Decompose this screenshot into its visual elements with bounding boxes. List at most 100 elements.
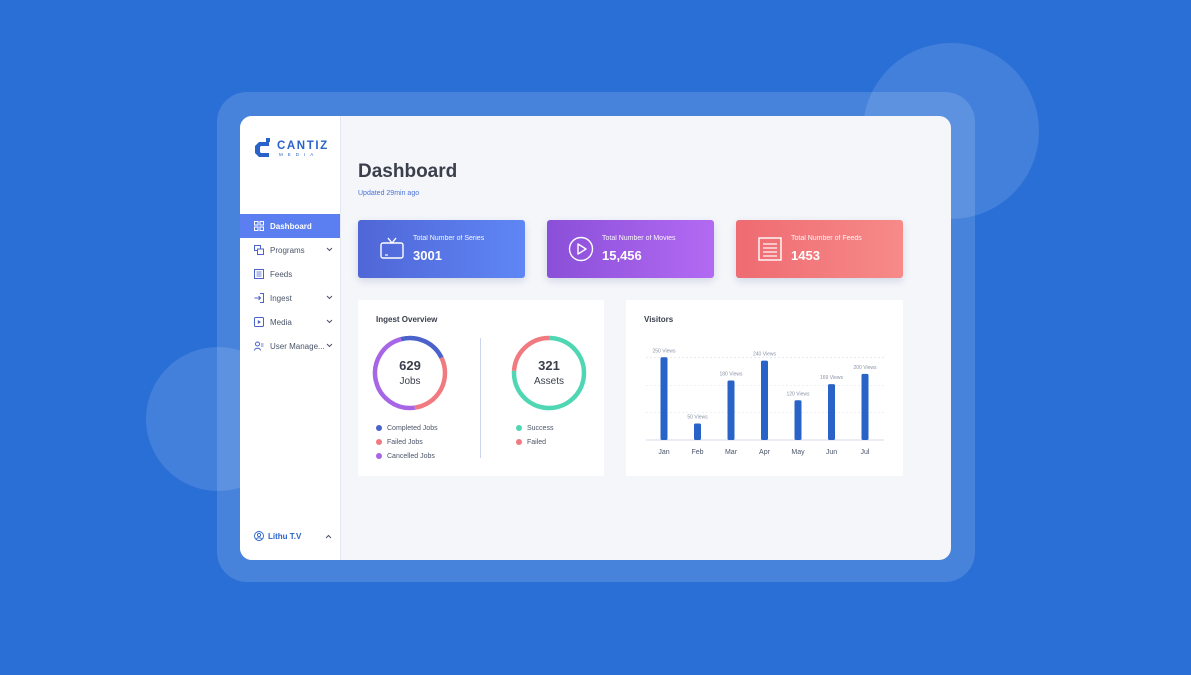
chevron-down-icon[interactable] [326,246,333,253]
user-name: Lithu T.V [268,531,302,541]
x-tick-label: May [791,449,805,456]
legend-item: Success [516,421,553,435]
bar-data-label: 250 Views [653,348,676,354]
feeds-icon [254,269,264,279]
sidebar-item-label: Dashboard [270,221,312,231]
card-label: Total Number of Feeds [791,235,862,242]
programs-icon [254,245,264,255]
legend-item: Failed Jobs [376,435,438,449]
card-value: 3001 [413,248,442,263]
donut-segment [511,335,587,411]
app-window: CANTIZ MEDIA Dashboard Programs [240,116,951,560]
assets-count: 321 [538,358,560,373]
bar-feb[interactable] [694,423,701,440]
sidebar: CANTIZ MEDIA Dashboard Programs [240,116,341,560]
cantiz-logo-icon [255,138,270,157]
legend-dot [376,439,382,445]
bar-data-label: 200 Views [854,365,877,371]
sidebar-item-dashboard[interactable]: Dashboard [240,214,340,238]
card-label: Total Number of Movies [602,235,676,242]
bar-data-label: 169 Views [820,375,843,381]
users-icon [254,341,264,351]
media-icon [254,317,264,327]
bar-mar[interactable] [727,380,735,440]
chevron-up-icon[interactable] [325,533,332,540]
logo[interactable]: CANTIZ MEDIA [253,138,329,160]
visitors-bar-chart: 250 Views Jan 50 Views Feb 180 Views Mar 240 V… [646,348,884,456]
ingest-icon [254,293,264,303]
legend-label: Cancelled Jobs [387,452,435,460]
main-content: Dashboard Updated 29min ago Total Number… [341,116,951,560]
sidebar-item-label: Media [270,317,292,327]
feeds-stat-card[interactable]: Total Number of Feeds 1453 [736,220,903,278]
sidebar-item-label: User Manage... [270,341,325,351]
donut-segment [372,337,416,411]
x-tick-label: Jan [658,449,669,456]
sidebar-item-label: Ingest [270,293,292,303]
bar-data-label: 180 Views [720,371,743,377]
sidebar-item-ingest[interactable]: Ingest [240,286,340,310]
user-menu[interactable]: Lithu T.V [254,531,334,541]
x-tick-label: Feb [691,449,703,456]
x-tick-label: Apr [759,449,771,456]
bar-data-label: 50 Views [687,414,708,420]
list-icon [758,237,782,261]
chevron-down-icon[interactable] [326,318,333,325]
assets-legend: Success Failed [516,421,553,449]
legend-label: Failed Jobs [387,438,423,446]
legend-label: Failed [527,438,547,446]
bar-jun[interactable] [828,384,835,440]
card-label: Total Number of Series [413,235,485,242]
sidebar-item-feeds[interactable]: Feeds [240,262,340,286]
bar-apr[interactable] [761,360,768,440]
updated-timestamp: Updated 29min ago [358,190,420,197]
jobs-count: 629 [399,358,421,373]
logo-subtitle: MEDIA [279,152,319,157]
ingest-overview-panel: Ingest Overview 629 Jobs 321 Assets Comp… [358,300,604,476]
x-tick-label: Mar [725,449,738,456]
sidebar-item-label: Programs [270,245,305,255]
card-value: 1453 [791,248,820,263]
donut-segment [511,335,550,372]
bar-may[interactable] [794,400,802,440]
bar-jan[interactable] [660,357,668,440]
legend-label: Completed Jobs [387,424,438,432]
visitors-panel: Visitors 250 Views Jan 50 Views Feb 180 View… [626,300,903,476]
bar-data-label: 120 Views [787,391,810,397]
assets-donut[interactable]: 321 Assets [510,334,588,412]
movies-stat-card[interactable]: Total Number of Movies 15,456 [547,220,714,278]
divider [480,338,481,458]
legend-dot [516,425,522,431]
x-tick-label: Jul [861,449,870,456]
page-title: Dashboard [358,161,458,182]
series-stat-card[interactable]: Total Number of Series 3001 [358,220,525,278]
grid-icon [254,221,264,231]
jobs-legend: Completed Jobs Failed Jobs Cancelled Job… [376,421,438,463]
legend-item: Cancelled Jobs [376,449,438,463]
user-circle-icon [254,531,264,541]
legend-label: Success [527,424,554,432]
legend-item: Failed [516,435,553,449]
logo-name: CANTIZ [277,140,329,152]
jobs-label: Jobs [399,376,421,387]
tv-icon [380,237,404,259]
legend-dot [516,439,522,445]
jobs-donut-ring [372,335,448,411]
bar-data-label: 240 Views [753,352,776,358]
assets-label: Assets [533,376,564,387]
chevron-down-icon[interactable] [326,294,333,301]
panel-title: Ingest Overview [376,315,438,324]
donut-segment [414,356,448,410]
sidebar-nav: Dashboard Programs Feeds [240,214,340,358]
sidebar-item-user-management[interactable]: User Manage... [240,334,340,358]
legend-dot [376,453,382,459]
x-tick-label: Jun [826,449,837,456]
card-value: 15,456 [602,248,642,263]
bar-jul[interactable] [861,373,869,440]
legend-item: Completed Jobs [376,421,438,435]
jobs-donut[interactable]: 629 Jobs [371,334,449,412]
sidebar-item-media[interactable]: Media [240,310,340,334]
panel-title: Visitors [644,315,674,324]
sidebar-item-programs[interactable]: Programs [240,238,340,262]
chevron-down-icon[interactable] [326,342,333,349]
